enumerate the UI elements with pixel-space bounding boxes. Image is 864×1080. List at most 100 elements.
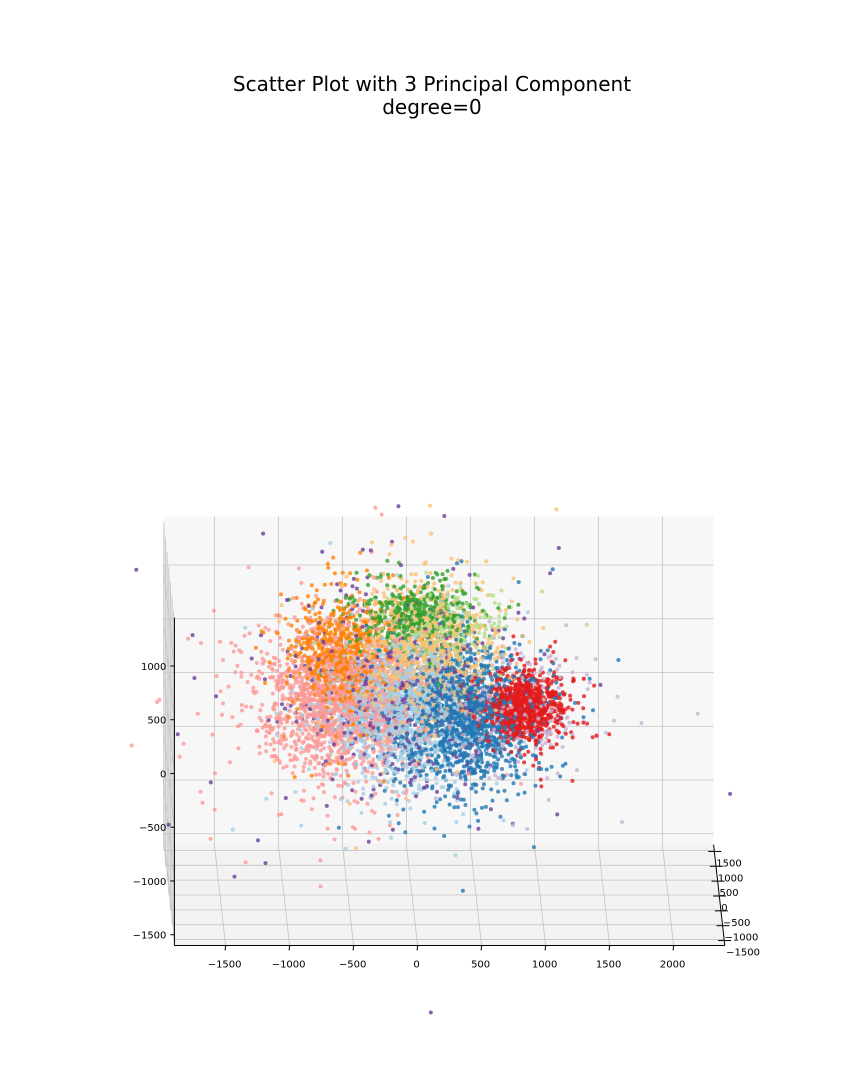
scatter-point xyxy=(293,664,298,669)
scatter-point xyxy=(540,589,545,594)
scatter-point xyxy=(550,567,555,572)
scatter-point xyxy=(615,694,620,699)
scatter-point xyxy=(480,744,484,749)
scatter-point xyxy=(522,760,527,765)
scatter-point xyxy=(517,741,522,746)
scatter-point xyxy=(358,613,363,618)
scatter-point xyxy=(370,540,375,545)
scatter-point xyxy=(287,752,292,757)
scatter-point xyxy=(582,694,586,699)
scatter-point xyxy=(620,820,624,825)
scatter-point xyxy=(428,571,433,576)
scatter-point xyxy=(426,581,430,585)
scatter-point xyxy=(283,796,288,800)
scatter-point xyxy=(558,675,563,680)
scatter-point xyxy=(249,656,254,661)
scatter-point xyxy=(558,774,563,779)
scatter-point xyxy=(581,676,586,681)
scatter-point xyxy=(568,697,573,702)
scatter-point xyxy=(371,748,376,753)
scatter-point xyxy=(440,763,444,768)
scatter-point xyxy=(463,803,468,807)
scatter-point xyxy=(394,789,399,794)
scatter-point xyxy=(245,680,250,685)
scatter-point xyxy=(518,651,523,656)
scatter-point xyxy=(404,788,409,793)
scatter-point xyxy=(289,623,294,628)
scatter-point xyxy=(503,707,508,712)
scatter-point xyxy=(531,763,536,768)
scatter-point xyxy=(355,748,360,753)
scatter-point xyxy=(303,727,307,732)
scatter-point xyxy=(347,639,352,644)
scatter-point xyxy=(251,685,256,690)
scatter-point xyxy=(498,747,503,751)
scatter-point xyxy=(455,561,459,566)
scatter-point xyxy=(449,556,454,561)
scatter-point xyxy=(400,611,405,616)
scatter-point xyxy=(484,559,489,564)
scatter-point xyxy=(278,663,283,668)
scatter-point xyxy=(249,705,254,710)
scatter-point xyxy=(276,724,281,729)
scatter-point xyxy=(432,587,437,592)
scatter-point xyxy=(611,718,616,723)
scatter-point xyxy=(336,825,341,830)
scatter-point xyxy=(479,656,484,661)
scatter-point xyxy=(488,593,493,597)
scatter-point xyxy=(259,629,264,634)
scatter-point xyxy=(230,827,235,832)
data-points xyxy=(129,503,733,1015)
scatter-point xyxy=(292,615,297,620)
scatter-point xyxy=(456,558,461,562)
scatter-point xyxy=(395,813,400,818)
scatter-point xyxy=(413,775,417,780)
scatter-point xyxy=(272,740,277,745)
scatter-point xyxy=(554,742,559,747)
scatter-point xyxy=(498,814,503,819)
scatter-point xyxy=(314,593,319,598)
scatter-point xyxy=(353,789,358,794)
scatter-point xyxy=(374,632,379,637)
scatter-point xyxy=(366,839,371,844)
scatter-point xyxy=(358,550,363,555)
scatter-point xyxy=(461,608,466,613)
scatter-point xyxy=(330,730,335,735)
scatter-point xyxy=(317,772,322,777)
scatter-point xyxy=(570,670,575,675)
scatter-point xyxy=(221,701,225,706)
scatter-point xyxy=(343,582,348,587)
scatter-point xyxy=(505,658,509,663)
scatter-point xyxy=(537,678,542,683)
scatter-point xyxy=(340,726,345,731)
scatter-point xyxy=(574,656,579,661)
scatter-point xyxy=(344,768,349,773)
scatter-point xyxy=(324,619,328,624)
scatter-point xyxy=(306,732,311,736)
scatter-point xyxy=(325,826,330,831)
scatter-point xyxy=(266,627,271,632)
scatter-point xyxy=(295,707,300,712)
scatter-point xyxy=(479,775,484,780)
scatter-point xyxy=(497,620,502,624)
scatter-point xyxy=(309,583,314,588)
scatter-point xyxy=(435,572,440,577)
scatter-point xyxy=(482,772,487,777)
scatter-point xyxy=(285,656,290,661)
scatter-point xyxy=(446,787,451,792)
scatter-point xyxy=(539,784,544,789)
scatter-point xyxy=(587,676,592,681)
scatter-point xyxy=(356,779,361,784)
scatter-point xyxy=(522,740,526,744)
scatter-point xyxy=(478,708,483,713)
scatter-point xyxy=(538,777,543,782)
scatter-point xyxy=(326,771,331,776)
scatter-point xyxy=(289,733,294,738)
scatter-point xyxy=(390,539,394,544)
scatter-point xyxy=(293,680,298,685)
scatter-point xyxy=(546,655,551,660)
scatter-point xyxy=(299,580,304,585)
scatter-point xyxy=(275,631,280,636)
scatter-point xyxy=(581,706,586,711)
chart-title: Scatter Plot with 3 Principal Component xyxy=(232,72,632,96)
